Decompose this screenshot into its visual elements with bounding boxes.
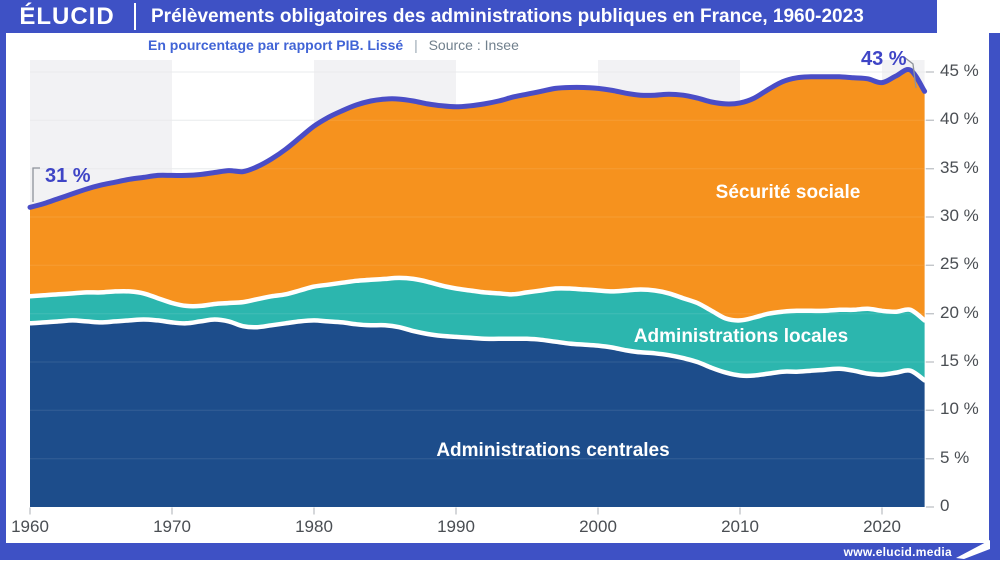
- x-axis-label: 1960: [11, 517, 49, 536]
- chart-subtitle: En pourcentage par rapport PIB. Lissé | …: [148, 37, 519, 53]
- y-axis-label: 15 %: [940, 351, 979, 370]
- footer-url: www.elucid.media: [843, 545, 952, 559]
- brand-logo: ÉLUCID: [19, 2, 115, 30]
- subtitle-source: Source : Insee: [428, 37, 519, 53]
- header-bar: ÉLUCID Prélèvements obligatoires des adm…: [0, 0, 937, 33]
- series-label-administrations-centrales: Administrations centrales: [436, 440, 670, 461]
- series-label-securite-sociale: Sécurité sociale: [715, 182, 861, 203]
- annotation-leaders: [32, 56, 917, 202]
- annotation-2023-value: 43 %: [861, 48, 907, 70]
- area-securite-sociale: [30, 69, 925, 321]
- frame-border-right: [989, 33, 1000, 560]
- axis-ticks: [29, 71, 934, 515]
- y-axis-label: 25 %: [940, 254, 979, 274]
- x-axis-label: 1970: [153, 517, 191, 536]
- header-divider: [134, 3, 136, 30]
- y-axis-label: 40 %: [940, 109, 979, 129]
- x-axis-label: 2010: [721, 517, 759, 536]
- y-axis-label: 20 %: [940, 302, 979, 322]
- y-axis-label: 0: [940, 496, 950, 515]
- y-axis-label: 30 %: [940, 206, 979, 225]
- elucid-flag-icon: [956, 540, 990, 559]
- y-axis-label: 45 %: [940, 61, 979, 80]
- y-axis-label: 35 %: [940, 157, 979, 177]
- page-title: Prélèvements obligatoires des administra…: [151, 5, 864, 27]
- total-line: [27, 67, 928, 210]
- area-administrations-locales: [30, 277, 925, 381]
- separator-lines: [27, 275, 927, 383]
- subtitle-separator: |: [414, 37, 418, 53]
- footer-bar: www.elucid.media: [0, 540, 1000, 560]
- y-axis-label: 10 %: [940, 399, 979, 419]
- annotation-1960-value: 31 %: [45, 165, 91, 187]
- series-label-administrations-locales: Administrations locales: [633, 326, 849, 347]
- x-axis-label: 2000: [579, 517, 617, 536]
- x-axis-label: 2020: [863, 517, 901, 536]
- y-axis-label: 5 %: [940, 447, 970, 467]
- area-administrations-centrales: [30, 319, 925, 507]
- subtitle-metric: En pourcentage par rapport PIB. Lissé: [148, 37, 404, 53]
- x-axis-label: 1980: [295, 517, 333, 536]
- x-axis-label: 1990: [437, 517, 475, 536]
- frame-border-left: [0, 33, 6, 560]
